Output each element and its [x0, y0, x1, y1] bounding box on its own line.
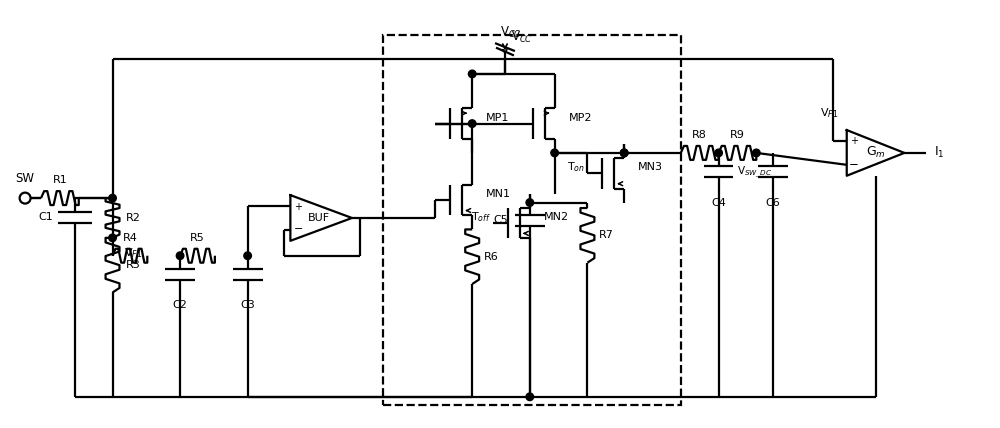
Text: −: −	[294, 224, 303, 234]
Text: R7: R7	[599, 230, 614, 241]
Circle shape	[526, 199, 534, 206]
Text: MN1: MN1	[486, 189, 511, 199]
Text: T$_{on}$: T$_{on}$	[567, 160, 585, 174]
Text: MP2: MP2	[569, 113, 592, 123]
Circle shape	[468, 70, 476, 78]
Text: C2: C2	[173, 300, 188, 310]
Text: R9: R9	[730, 130, 745, 140]
Text: C6: C6	[766, 198, 781, 208]
Text: V$_{F1}$: V$_{F1}$	[124, 246, 143, 260]
Text: I$_1$: I$_1$	[934, 146, 945, 160]
Text: G$_m$: G$_m$	[866, 146, 885, 160]
Text: V$_{SW\_DC}$: V$_{SW\_DC}$	[737, 165, 772, 180]
Circle shape	[244, 252, 251, 259]
Text: C1: C1	[38, 212, 53, 223]
Text: V$_{CC}$: V$_{CC}$	[500, 25, 522, 40]
Text: −: −	[849, 158, 859, 171]
Text: MN2: MN2	[544, 212, 569, 222]
Text: SW: SW	[16, 172, 35, 185]
Circle shape	[551, 149, 558, 157]
Text: MP1: MP1	[486, 113, 509, 123]
Text: T$_{off}$: T$_{off}$	[471, 210, 491, 224]
Text: R5: R5	[190, 233, 205, 243]
Text: R1: R1	[53, 175, 67, 185]
Text: MN3: MN3	[638, 162, 663, 172]
Circle shape	[620, 149, 628, 157]
Circle shape	[526, 393, 534, 401]
Text: R6: R6	[484, 252, 499, 262]
Text: R4: R4	[122, 233, 137, 243]
Circle shape	[620, 149, 628, 157]
Text: V$_{F1}$: V$_{F1}$	[820, 106, 838, 120]
Text: BUF: BUF	[308, 213, 330, 223]
Circle shape	[109, 194, 116, 202]
Text: C4: C4	[711, 198, 726, 208]
Text: V$_{CC}$: V$_{CC}$	[511, 30, 533, 45]
Text: C3: C3	[240, 300, 255, 310]
Circle shape	[715, 149, 722, 157]
Circle shape	[176, 252, 184, 259]
Text: R2: R2	[125, 213, 140, 223]
Text: C5: C5	[493, 215, 508, 226]
Text: +: +	[850, 136, 858, 146]
Circle shape	[109, 234, 116, 242]
Text: R8: R8	[692, 130, 707, 140]
Circle shape	[753, 149, 760, 157]
Text: R3: R3	[125, 260, 140, 270]
Text: +: +	[294, 202, 302, 212]
Circle shape	[468, 120, 476, 128]
